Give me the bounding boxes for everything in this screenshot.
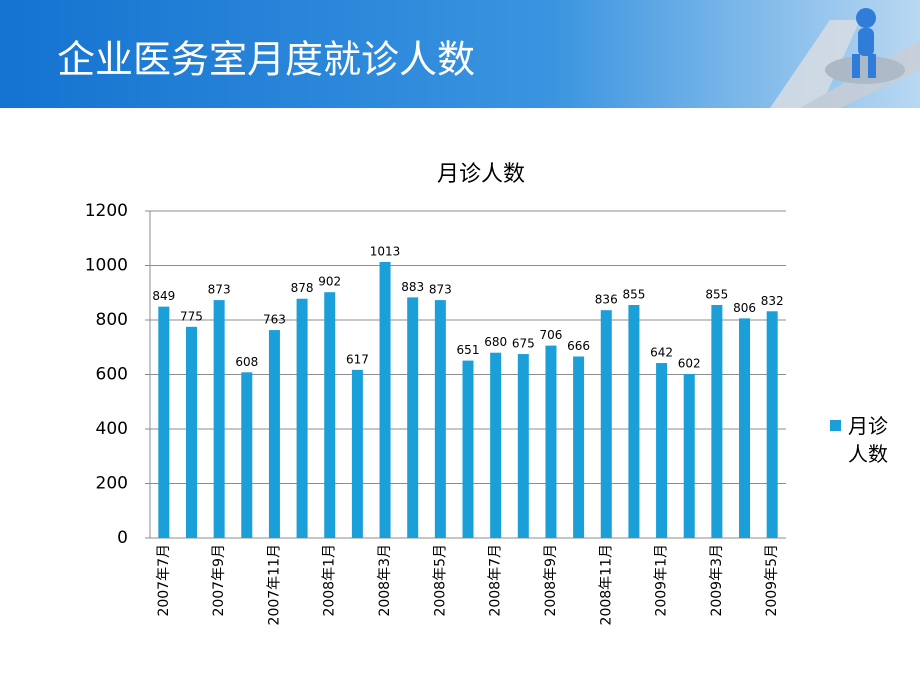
y-tick-label: 800 xyxy=(96,310,128,330)
bar xyxy=(545,345,557,538)
bar xyxy=(683,373,695,538)
x-tick-label: 2009年5月 xyxy=(764,544,780,617)
slide-title: 企业医务室月度就诊人数 xyxy=(57,38,475,82)
data-label: 832 xyxy=(761,294,784,308)
x-tick-label: 2008年11月 xyxy=(598,544,614,625)
data-label: 878 xyxy=(291,281,314,295)
data-label: 873 xyxy=(429,283,452,297)
bar xyxy=(296,298,308,538)
legend-label: 月诊人数 xyxy=(848,414,888,466)
x-tick-label: 2008年7月 xyxy=(488,544,504,617)
x-tick-label: 2007年11月 xyxy=(266,544,282,625)
y-tick-label: 200 xyxy=(96,474,128,494)
x-tick-label: 2008年5月 xyxy=(432,544,448,617)
bar xyxy=(407,297,419,538)
bar xyxy=(711,305,723,538)
bar xyxy=(766,311,778,538)
bar xyxy=(241,372,253,538)
y-tick-label: 400 xyxy=(96,419,128,439)
data-label: 1013 xyxy=(370,244,401,258)
data-label: 836 xyxy=(595,293,618,307)
bar xyxy=(462,360,474,538)
data-label: 855 xyxy=(705,288,728,302)
data-label: 602 xyxy=(678,356,701,370)
bar xyxy=(628,305,640,538)
data-label: 651 xyxy=(457,343,480,357)
data-label: 617 xyxy=(346,352,369,366)
data-label: 706 xyxy=(540,328,563,342)
x-tick-label: 2009年3月 xyxy=(709,544,725,617)
data-label: 902 xyxy=(318,275,341,289)
bar xyxy=(434,300,446,538)
data-label: 680 xyxy=(484,335,507,349)
x-tick-label: 2008年1月 xyxy=(322,544,338,617)
x-tick-label: 2008年3月 xyxy=(377,544,393,617)
bar xyxy=(158,306,170,538)
y-tick-label: 600 xyxy=(96,365,128,385)
bar xyxy=(213,300,225,538)
bar xyxy=(517,354,529,538)
bar xyxy=(324,292,336,538)
data-label: 608 xyxy=(235,355,258,369)
data-label: 806 xyxy=(733,301,756,315)
y-tick-label: 1200 xyxy=(85,201,128,221)
data-label: 873 xyxy=(208,283,231,297)
chart-title: 月诊人数 xyxy=(437,162,525,187)
data-label: 855 xyxy=(622,288,645,302)
bar xyxy=(656,363,668,538)
bar xyxy=(600,310,612,538)
bar xyxy=(379,261,391,538)
data-label: 849 xyxy=(152,289,175,303)
bar xyxy=(490,352,502,538)
bar xyxy=(573,356,585,538)
bar xyxy=(268,330,280,538)
x-tick-label: 2007年9月 xyxy=(211,544,227,617)
data-label: 642 xyxy=(650,346,673,360)
header-decoration xyxy=(770,8,920,108)
y-tick-label: 1000 xyxy=(85,256,128,276)
bar xyxy=(185,326,197,538)
x-tick-label: 2009年1月 xyxy=(654,544,670,617)
data-label: 775 xyxy=(180,309,203,323)
data-label: 763 xyxy=(263,313,286,327)
data-label: 666 xyxy=(567,339,590,353)
x-tick-label: 2007年7月 xyxy=(156,544,172,617)
header-bar xyxy=(0,0,920,108)
data-label: 883 xyxy=(401,280,424,294)
y-tick-label: 0 xyxy=(117,528,128,548)
x-tick-label: 2008年9月 xyxy=(543,544,559,617)
bar xyxy=(351,369,363,538)
bar xyxy=(739,318,751,538)
legend-swatch xyxy=(830,420,841,431)
data-label: 675 xyxy=(512,337,535,351)
